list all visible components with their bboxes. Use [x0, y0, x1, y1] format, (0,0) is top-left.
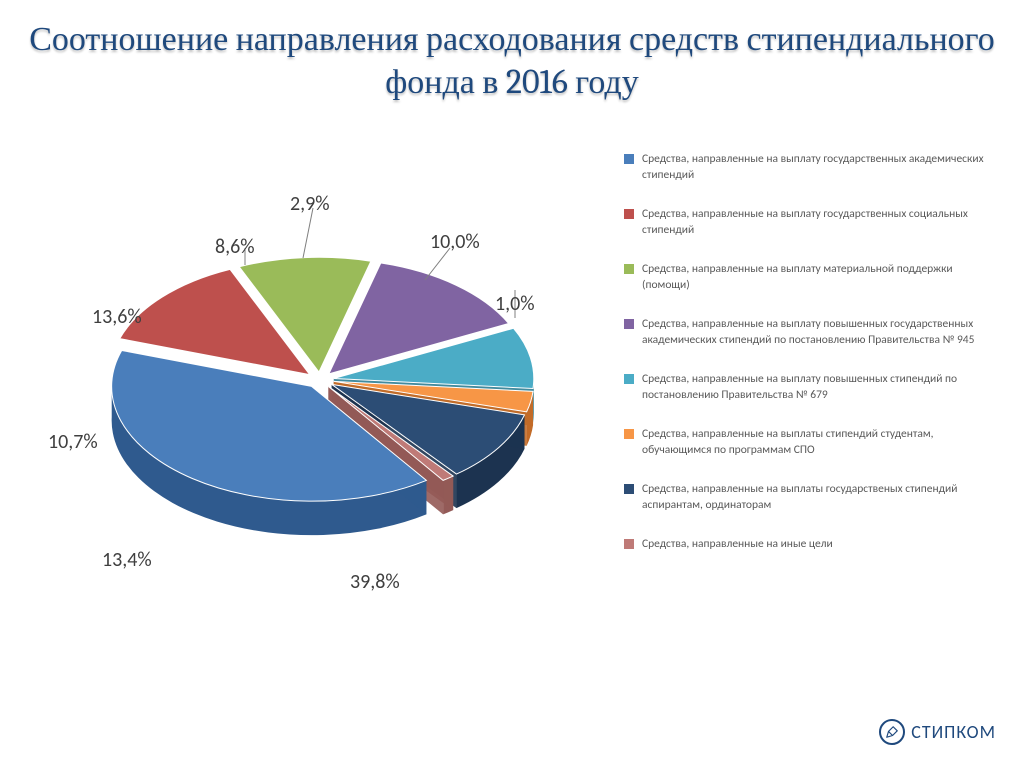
brand-name: СТИПКОМ: [911, 721, 996, 743]
legend-item: Средства, направленные на выплату госуда…: [624, 152, 994, 183]
footer-brand: СТИПКОМ: [879, 719, 996, 745]
legend-swatch: [624, 429, 634, 439]
legend-text: Средства, направленные на выплаты стипен…: [642, 427, 994, 458]
pie-chart: 39,8%13,4%10,7%13,6%8,6%2,9%10,0%1,0%: [40, 130, 600, 650]
leader-line: [425, 248, 450, 280]
legend-item: Средства, направленные на выплаты госуда…: [624, 482, 994, 513]
legend-swatch: [624, 209, 634, 219]
legend-item: Средства, направленные на выплату матери…: [624, 262, 994, 293]
legend-item: Средства, направленные на иные цели: [624, 537, 994, 553]
brand-logo-icon: [879, 719, 905, 745]
legend-swatch: [624, 264, 634, 274]
legend-text: Средства, направленные на иные цели: [642, 537, 833, 553]
leader-line: [303, 208, 313, 258]
legend: Средства, направленные на выплату госуда…: [624, 152, 994, 577]
legend-item: Средства, направленные на выплату госуда…: [624, 207, 994, 238]
legend-swatch: [624, 154, 634, 164]
page-title: Соотношение направления расходования сре…: [0, 18, 1024, 103]
legend-swatch: [624, 374, 634, 384]
legend-text: Средства, направленные на выплату повыше…: [642, 317, 994, 348]
pencil-icon: [885, 725, 899, 739]
legend-item: Средства, направленные на выплаты стипен…: [624, 427, 994, 458]
legend-text: Средства, направленные на выплату матери…: [642, 262, 994, 293]
legend-swatch: [624, 484, 634, 494]
legend-swatch: [624, 319, 634, 329]
legend-text: Средства, направленные на выплату госуда…: [642, 207, 994, 238]
legend-item: Средства, направленные на выплату повыше…: [624, 317, 994, 348]
legend-text: Средства, направленные на выплату повыше…: [642, 372, 994, 403]
pie-chart-svg: [40, 130, 600, 650]
legend-text: Средства, направленные на выплату госуда…: [642, 152, 994, 183]
legend-text: Средства, направленные на выплаты госуда…: [642, 482, 994, 513]
legend-item: Средства, направленные на выплату повыше…: [624, 372, 994, 403]
legend-swatch: [624, 539, 634, 549]
